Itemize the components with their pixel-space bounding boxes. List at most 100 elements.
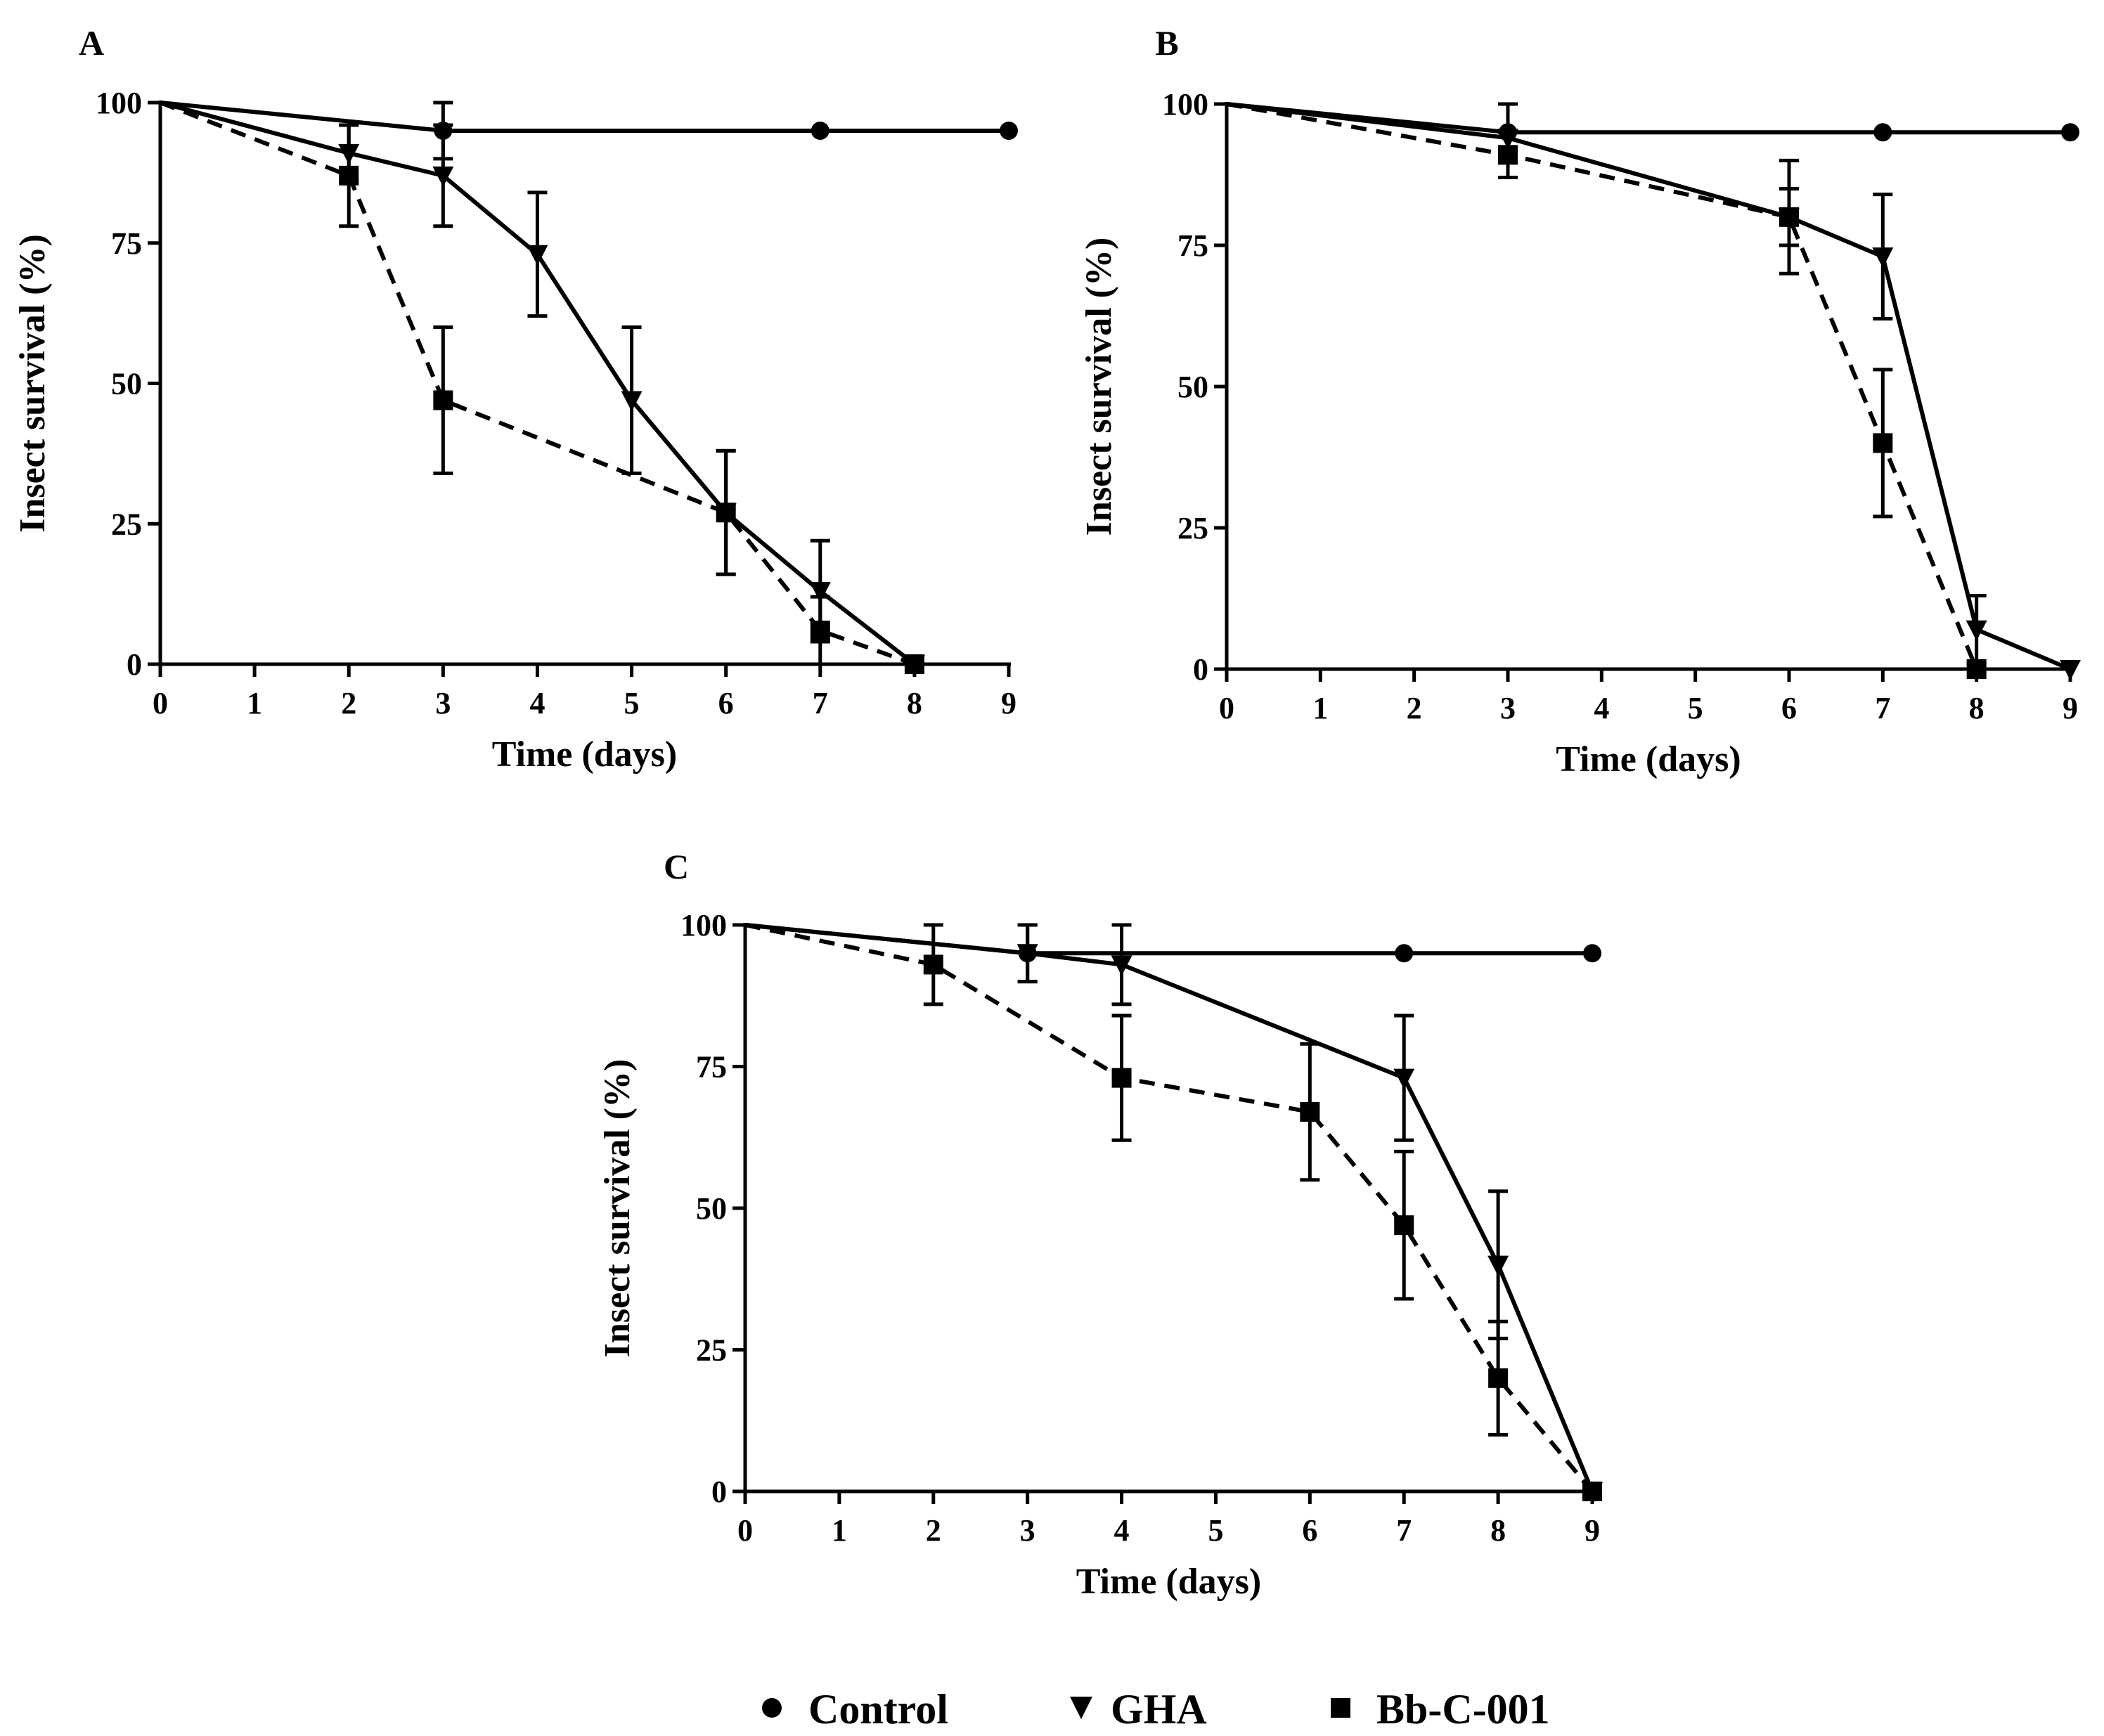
down-triangle-marker-icon: [1070, 1697, 1092, 1719]
y-axis-title: Insect survival (%): [1079, 238, 1119, 536]
gha-point-marker: [1487, 1255, 1509, 1276]
bb-point-marker: [923, 954, 943, 975]
y-tick-label: 25: [111, 507, 142, 541]
legend-item-bb: Bb-C-001: [1331, 1686, 1550, 1732]
panel-letter: C: [664, 847, 689, 886]
x-tick-label: 5: [624, 686, 640, 720]
legend-item-gha: GHA: [1070, 1686, 1207, 1732]
legend-label-control: Control: [808, 1686, 948, 1732]
x-tick-label: 1: [247, 686, 262, 720]
panel-letter: B: [1155, 23, 1178, 63]
series-line-bb: [744, 923, 1594, 1493]
bb-point-marker: [810, 621, 830, 641]
x-axis-title: Time (days): [1076, 1562, 1261, 1602]
x-tick-label: 9: [1585, 1513, 1600, 1548]
x-tick-label: 7: [813, 686, 828, 720]
series-gha: [160, 101, 925, 675]
series-line-bb: [159, 101, 915, 666]
control-point-marker: [2061, 123, 2079, 142]
series-bb: [1226, 102, 1987, 679]
x-tick-label: 5: [1688, 691, 1703, 725]
x-tick-label: 2: [341, 686, 356, 720]
y-tick-label: 0: [1193, 652, 1208, 687]
series-gha: [1226, 102, 2081, 680]
y-tick-label: 75: [1177, 228, 1208, 263]
gha-point-marker: [2060, 660, 2081, 680]
x-tick-label: 1: [1312, 691, 1328, 725]
gha-point-marker: [1393, 1068, 1415, 1089]
bb-point-marker: [1111, 1068, 1132, 1088]
bb-point-marker: [904, 654, 924, 674]
x-tick-label: 4: [1114, 1513, 1130, 1548]
bb-point-marker: [1873, 433, 1893, 453]
series-line-gha: [744, 923, 1594, 1493]
x-tick-label: 4: [1594, 691, 1609, 725]
y-tick-label: 0: [711, 1475, 727, 1509]
y-tick-label: 100: [680, 908, 727, 943]
x-tick-label: 9: [1001, 686, 1016, 720]
gha-point-marker: [1872, 247, 1894, 268]
x-tick-label: 9: [2063, 691, 2078, 725]
y-tick-label: 50: [1177, 370, 1208, 404]
bb-point-marker: [1300, 1101, 1320, 1122]
y-tick-label: 75: [111, 226, 142, 261]
series-line-control: [160, 101, 1009, 133]
gha-point-marker: [1111, 955, 1132, 976]
x-tick-label: 6: [1302, 1513, 1317, 1548]
y-axis-title: Insect survival (%): [13, 234, 53, 533]
bb-point-marker: [1779, 207, 1799, 227]
series-control: [1226, 102, 2079, 162]
y-tick-label: 25: [1177, 511, 1208, 545]
panel-letter: A: [79, 23, 104, 63]
x-tick-label: 8: [907, 686, 922, 720]
x-tick-label: 5: [1208, 1513, 1223, 1548]
y-tick-label: 75: [696, 1050, 727, 1084]
panel-b: B 0 1 2 3 4 5 6 7 8 9 0 25 50 75 100 Time (days) Insect s…: [1079, 23, 2081, 779]
x-tick-label: 3: [1020, 1513, 1035, 1548]
series-line-control: [1226, 102, 2070, 135]
x-tick-label: 8: [1969, 691, 1984, 725]
x-tick-label: 3: [1500, 691, 1516, 725]
legend-item-control: Control: [762, 1686, 948, 1732]
series-bb: [744, 923, 1602, 1501]
y-tick-label: 25: [696, 1333, 727, 1368]
x-tick-label: 6: [718, 686, 734, 720]
y-tick-label: 50: [696, 1191, 727, 1226]
x-tick-label: 2: [1407, 691, 1422, 725]
control-point-marker: [1583, 944, 1601, 963]
gha-point-marker: [809, 582, 831, 603]
bb-point-marker: [1498, 145, 1518, 165]
control-point-marker: [1873, 123, 1892, 142]
x-axis-title: Time (days): [492, 734, 677, 775]
panel-a: A 0 1 2 3 4 5 6 7 8 9 0 25 50 75 100 Time (days) Insect s…: [13, 23, 1018, 775]
x-tick-label: 0: [153, 686, 168, 720]
x-tick-label: 0: [1219, 691, 1234, 725]
bb-point-marker: [1582, 1482, 1602, 1501]
gha-point-marker: [1966, 620, 1987, 641]
y-tick-label: 100: [1162, 87, 1208, 122]
x-tick-label: 0: [737, 1513, 753, 1548]
legend-label-bb: Bb-C-001: [1376, 1686, 1550, 1732]
x-tick-label: 6: [1781, 691, 1797, 725]
x-tick-label: 2: [926, 1513, 941, 1548]
control-point-marker: [1395, 944, 1414, 963]
y-axis-title: Insect survival (%): [598, 1059, 638, 1358]
x-tick-label: 4: [529, 686, 545, 720]
x-tick-label: 3: [435, 686, 451, 720]
legend-label-gha: GHA: [1111, 1686, 1207, 1732]
control-point-marker: [1000, 121, 1018, 140]
gha-point-marker: [621, 391, 643, 412]
bb-point-marker: [339, 165, 359, 186]
bb-point-marker: [1488, 1368, 1509, 1388]
bb-point-marker: [1966, 659, 1987, 679]
x-axis-title: Time (days): [1556, 739, 1741, 779]
bb-point-marker: [1394, 1215, 1414, 1236]
series-line-gha: [160, 101, 916, 666]
gha-point-marker: [432, 166, 454, 187]
legend: Control GHA Bb-C-001: [762, 1686, 1550, 1732]
y-tick-label: 50: [111, 367, 142, 401]
x-tick-label: 7: [1396, 1513, 1412, 1548]
x-tick-label: 1: [832, 1513, 847, 1548]
square-marker-icon: [1331, 1698, 1350, 1718]
